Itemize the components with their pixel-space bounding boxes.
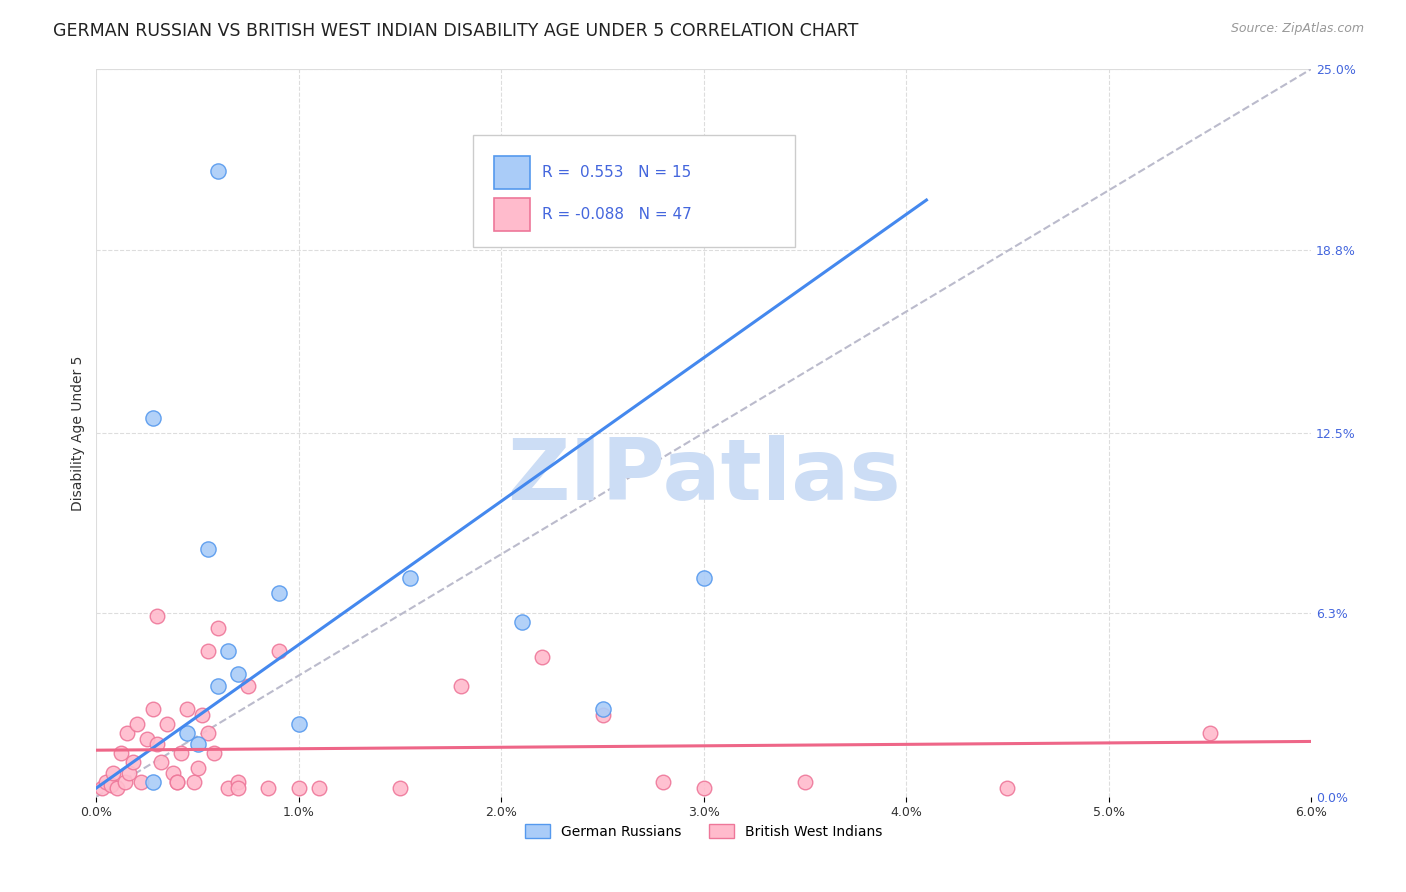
Point <box>115 725 138 739</box>
Text: R = -0.088   N = 47: R = -0.088 N = 47 <box>543 207 692 222</box>
Point <box>592 708 614 723</box>
Point <box>226 667 249 681</box>
Point <box>693 780 716 795</box>
Point <box>121 755 143 769</box>
Point <box>652 775 675 789</box>
Point <box>794 775 817 789</box>
Point <box>96 775 118 789</box>
Point <box>183 775 205 789</box>
Point <box>238 679 260 693</box>
Point <box>693 571 716 585</box>
Text: R =  0.553   N = 15: R = 0.553 N = 15 <box>543 165 692 180</box>
Point <box>592 702 614 716</box>
Point <box>170 746 193 760</box>
Y-axis label: Disability Age Under 5: Disability Age Under 5 <box>72 355 86 510</box>
Point <box>510 615 533 629</box>
Point <box>176 702 198 716</box>
Point <box>997 780 1019 795</box>
Point <box>118 766 141 780</box>
Point <box>166 775 188 789</box>
Point <box>288 717 311 731</box>
Point <box>217 780 239 795</box>
Point <box>146 609 169 624</box>
FancyBboxPatch shape <box>494 198 530 231</box>
FancyBboxPatch shape <box>472 135 794 247</box>
Point <box>114 775 136 789</box>
Point <box>136 731 159 746</box>
Point <box>207 679 229 693</box>
Point <box>125 717 148 731</box>
Text: GERMAN RUSSIAN VS BRITISH WEST INDIAN DISABILITY AGE UNDER 5 CORRELATION CHART: GERMAN RUSSIAN VS BRITISH WEST INDIAN DI… <box>53 22 859 40</box>
Point <box>207 621 229 635</box>
Point <box>1199 725 1222 739</box>
Point <box>226 780 249 795</box>
Point <box>91 780 114 795</box>
Point <box>399 571 422 585</box>
Point <box>150 755 173 769</box>
Point <box>142 702 165 716</box>
Point <box>530 650 553 665</box>
Point <box>288 780 311 795</box>
Point <box>197 644 219 658</box>
Text: ZIPatlas: ZIPatlas <box>506 435 901 518</box>
Point <box>146 737 169 751</box>
Point <box>202 746 225 760</box>
Point <box>162 766 184 780</box>
Point <box>100 778 122 792</box>
Point <box>389 780 412 795</box>
FancyBboxPatch shape <box>494 156 530 189</box>
Point <box>187 737 209 751</box>
Point <box>217 644 239 658</box>
Point <box>190 708 212 723</box>
Point <box>142 775 165 789</box>
Point <box>101 766 124 780</box>
Point <box>156 717 179 731</box>
Point <box>105 780 128 795</box>
Point <box>110 746 132 760</box>
Point <box>267 586 290 600</box>
Point <box>257 780 280 795</box>
Point <box>308 780 330 795</box>
Point <box>207 164 229 178</box>
Point <box>187 761 209 775</box>
Legend: German Russians, British West Indians: German Russians, British West Indians <box>519 819 889 845</box>
Point <box>129 775 152 789</box>
Point <box>166 775 188 789</box>
Point <box>267 644 290 658</box>
Point <box>226 775 249 789</box>
Point <box>142 411 165 425</box>
Point <box>197 725 219 739</box>
Point <box>197 542 219 557</box>
Text: Source: ZipAtlas.com: Source: ZipAtlas.com <box>1230 22 1364 36</box>
Point <box>176 725 198 739</box>
Point <box>450 679 472 693</box>
